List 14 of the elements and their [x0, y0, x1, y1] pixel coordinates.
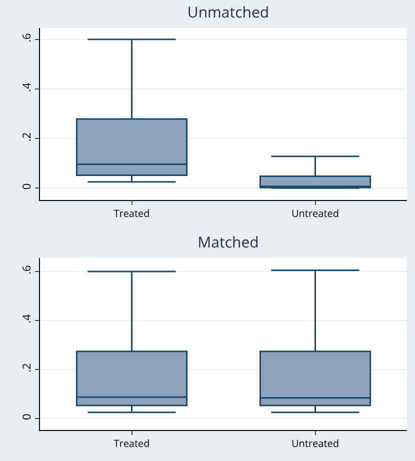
y-tick-label: .4 [20, 314, 35, 324]
y-tick-label: .2 [20, 363, 35, 372]
x-tick-label: Treated [114, 436, 150, 450]
chart-title: Matched [198, 232, 259, 252]
chart-title: Unmatched [187, 2, 270, 22]
y-tick-label: 0 [20, 414, 35, 420]
x-tick-label: Untreated [291, 206, 340, 220]
x-tick-label: Treated [114, 206, 150, 220]
y-tick-label: .6 [20, 33, 35, 42]
y-tick-label: 0 [20, 183, 35, 190]
y-tick-label: .2 [20, 132, 35, 142]
y-tick-label: .4 [20, 82, 35, 92]
y-tick-label: .6 [20, 265, 35, 274]
x-tick-label: Untreated [291, 436, 340, 450]
